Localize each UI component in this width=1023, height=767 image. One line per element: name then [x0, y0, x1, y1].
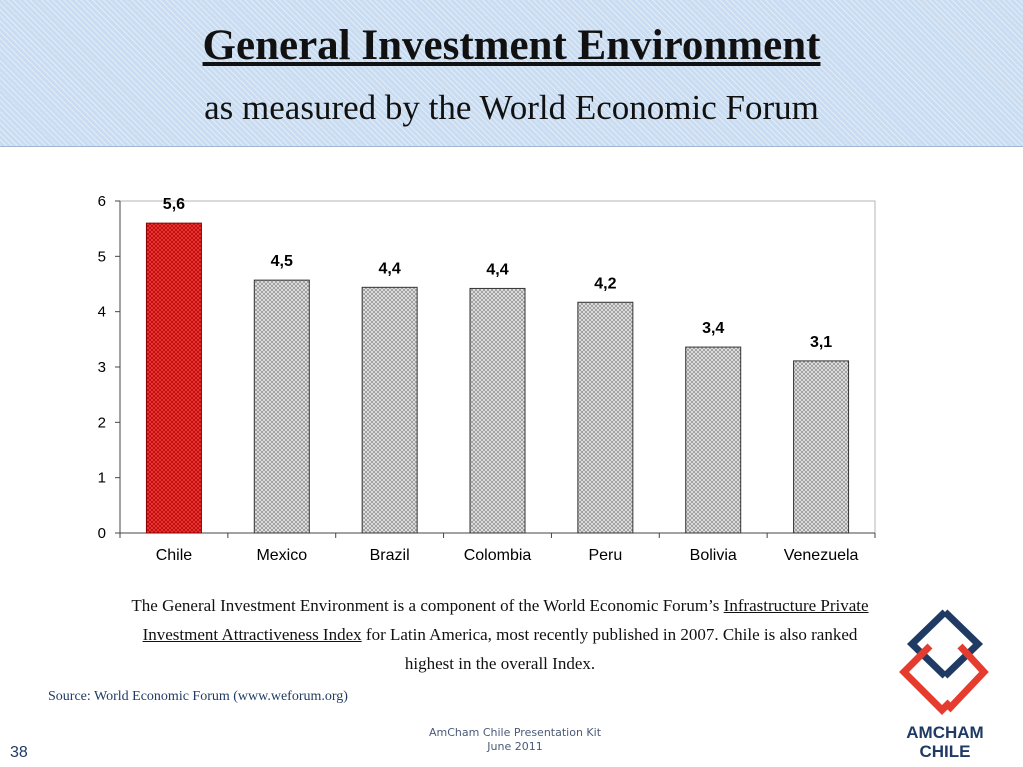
category-label: Venezuela	[784, 547, 859, 564]
y-tick-label: 2	[98, 414, 106, 431]
data-labels-group: 5,6 4,5 4,4 4,4 4,2 3,4 3,1	[163, 196, 832, 351]
category-label: Brazil	[370, 547, 410, 564]
category-label: Peru	[588, 547, 622, 564]
bar	[793, 360, 850, 534]
footer: AmCham Chile Presentation Kit June 2011	[380, 726, 650, 754]
bar	[469, 287, 526, 534]
data-label: 4,2	[594, 275, 616, 292]
page-number: 38	[10, 744, 28, 761]
page-title: General Investment Environment	[202, 22, 821, 69]
category-label: Colombia	[464, 547, 532, 564]
chart-caption: The General Investment Environment is a …	[120, 591, 880, 678]
category-label: Bolivia	[690, 547, 737, 564]
amcham-logo-icon	[899, 609, 989, 715]
caption-text-2: for Latin America, most recently publish…	[361, 625, 858, 673]
caption-text-1: The General Investment Environment is a …	[131, 596, 724, 615]
data-label: 4,5	[271, 253, 293, 270]
y-tick-label: 5	[98, 248, 106, 265]
data-label: 4,4	[379, 260, 401, 277]
bar-chart: 0 1 2 3 4 5 6 5,6 4,5 4,4 4,4 4,2 3,4 3,1 Chile Mexic…	[98, 193, 876, 564]
page-subtitle: as measured by the World Economic Forum	[204, 88, 819, 127]
bar	[685, 346, 742, 534]
bar	[145, 222, 202, 534]
data-label: 4,4	[486, 261, 508, 278]
footer-line-2: June 2011	[487, 740, 543, 753]
logo-text-amcham: AMCHAM	[906, 723, 984, 742]
header-banner: General Investment Environment as measur…	[0, 0, 1023, 147]
logo-text-chile: CHILE	[919, 742, 971, 761]
index-link-text: Infrastructure Private Investment Attrac…	[142, 596, 869, 644]
data-label: 5,6	[163, 196, 185, 213]
bar	[361, 286, 418, 534]
bar	[577, 301, 634, 534]
category-label: Mexico	[256, 547, 307, 564]
amcham-logo: AMCHAM CHILE	[890, 606, 1000, 762]
footer-line-1: AmCham Chile Presentation Kit	[428, 726, 602, 739]
y-axis: 0 1 2 3 4 5 6	[98, 193, 875, 542]
category-labels-group: Chile Mexico Brazil Colombia Peru Bolivia Vene…	[119, 533, 876, 564]
y-tick-label: 3	[98, 359, 106, 376]
y-tick-label: 1	[98, 470, 106, 487]
y-tick-label: 6	[98, 193, 106, 210]
data-label: 3,1	[810, 334, 832, 351]
y-tick-label: 0	[98, 525, 106, 542]
category-label: Chile	[156, 547, 193, 564]
y-tick-label: 4	[98, 304, 106, 321]
bars-group	[145, 222, 850, 534]
data-label: 3,4	[702, 320, 724, 337]
bar	[253, 279, 310, 534]
source-note: Source: World Economic Forum (www.weforu…	[48, 689, 348, 704]
